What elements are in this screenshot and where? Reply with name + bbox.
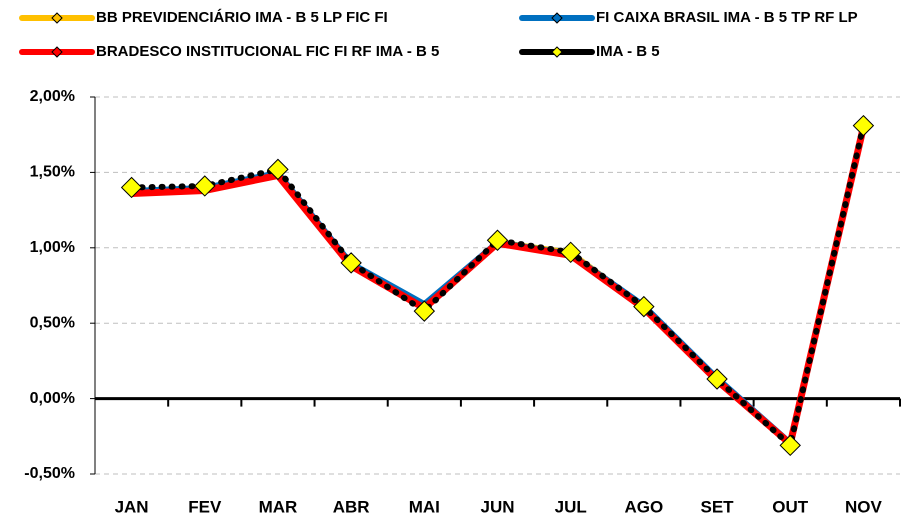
series-line — [131, 126, 866, 445]
point-marker — [267, 158, 289, 181]
series-line — [128, 122, 867, 449]
x-tick-label: AGO — [624, 497, 663, 516]
legend-label: BRADESCO INSTITUCIONAL FIC FI RF IMA - B… — [96, 43, 439, 60]
y-tick-label: 1,00% — [30, 239, 75, 256]
x-tick-label: JUL — [555, 497, 587, 516]
point-marker — [852, 114, 875, 137]
point-marker — [779, 434, 801, 457]
x-tick-label: FEV — [188, 497, 222, 516]
x-tick-label: JAN — [115, 497, 149, 516]
y-tick-label: 0,50% — [30, 314, 75, 331]
legend-label: IMA - B 5 — [596, 43, 660, 60]
x-tick-label: MAI — [409, 497, 440, 516]
point-marker — [120, 176, 143, 199]
legend-marker — [51, 12, 63, 24]
x-tick-label: ABR — [333, 497, 370, 516]
y-tick-label: 1,50% — [30, 164, 75, 181]
legend-marker — [51, 46, 63, 58]
x-tick-label: SET — [701, 497, 735, 516]
point-marker — [194, 175, 216, 197]
point-marker — [633, 295, 655, 318]
point-marker — [413, 300, 436, 322]
legend-marker — [551, 12, 563, 24]
legend-label: BB PREVIDENCIÁRIO IMA - B 5 LP FIC FI — [96, 9, 388, 26]
x-tick-label: JUN — [480, 497, 514, 516]
y-tick-label: -0,50% — [24, 465, 75, 482]
x-tick-label: NOV — [845, 497, 883, 516]
x-tick-label: MAR — [259, 497, 298, 516]
legend-marker — [551, 46, 563, 58]
point-marker — [706, 368, 728, 390]
point-marker — [340, 252, 362, 274]
x-tick-label: OUT — [772, 497, 809, 516]
point-marker — [559, 241, 582, 264]
legend-label: FI CAIXA BRASIL IMA - B 5 TP RF LP — [596, 9, 858, 26]
y-tick-label: 0,00% — [30, 390, 75, 407]
point-marker — [486, 229, 509, 251]
y-tick-label: 2,00% — [30, 88, 75, 105]
